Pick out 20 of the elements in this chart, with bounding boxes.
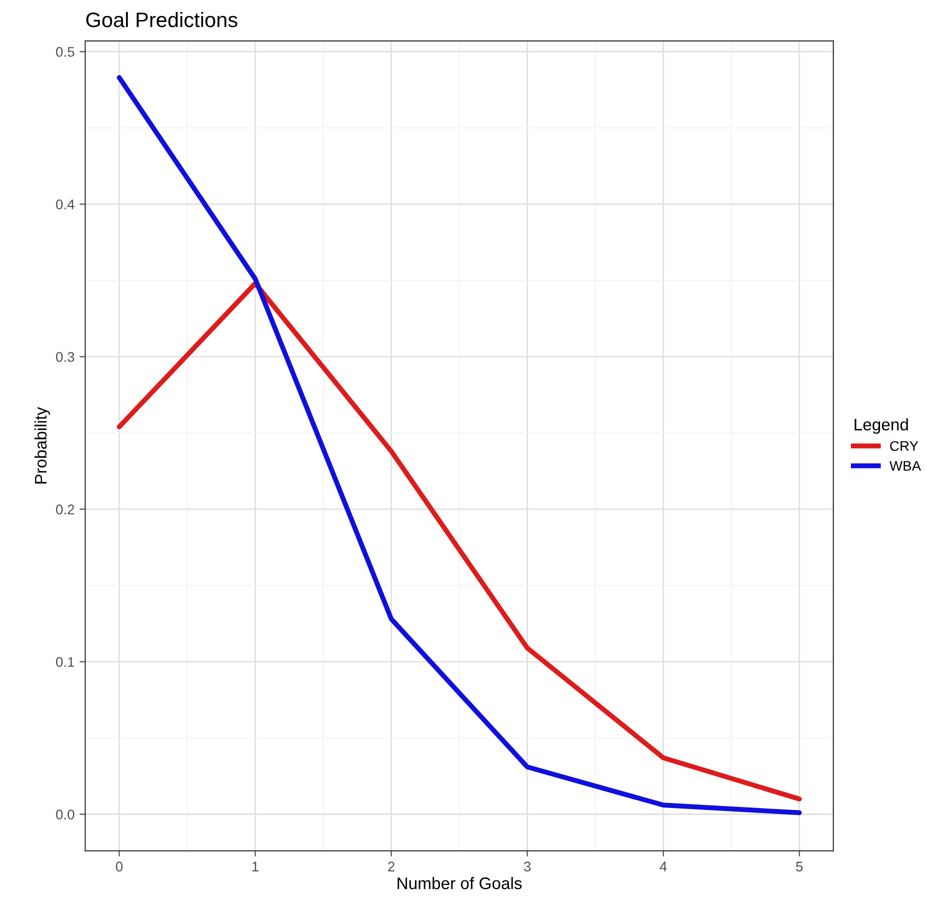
x-tick-label: 1	[252, 862, 258, 872]
x-tick-label: 2	[388, 862, 394, 872]
y-tick-label: 0.2	[56, 504, 74, 514]
x-tick-label: 4	[660, 862, 667, 872]
line-series	[116, 281, 802, 802]
x-axis-title: Number of Goals	[398, 876, 522, 890]
legend-label: CRY	[890, 441, 918, 451]
legend-title: Legend	[854, 418, 908, 434]
y-tick-label: 0.5	[56, 46, 74, 57]
legend-label: WBA	[890, 461, 922, 471]
x-tick-label: 0	[116, 862, 123, 872]
x-tick-label: 3	[524, 862, 531, 872]
y-axis-title: Probability	[34, 407, 50, 484]
y-tick-label: 0.1	[56, 657, 74, 667]
x-tick-label: 5	[796, 862, 803, 872]
line-series	[116, 75, 802, 816]
y-tick-label: 0.4	[56, 199, 74, 210]
y-tick-label: 0.0	[56, 810, 74, 820]
y-tick-label: 0.3	[56, 352, 74, 362]
chart-title: Goal Predictions	[86, 12, 238, 28]
